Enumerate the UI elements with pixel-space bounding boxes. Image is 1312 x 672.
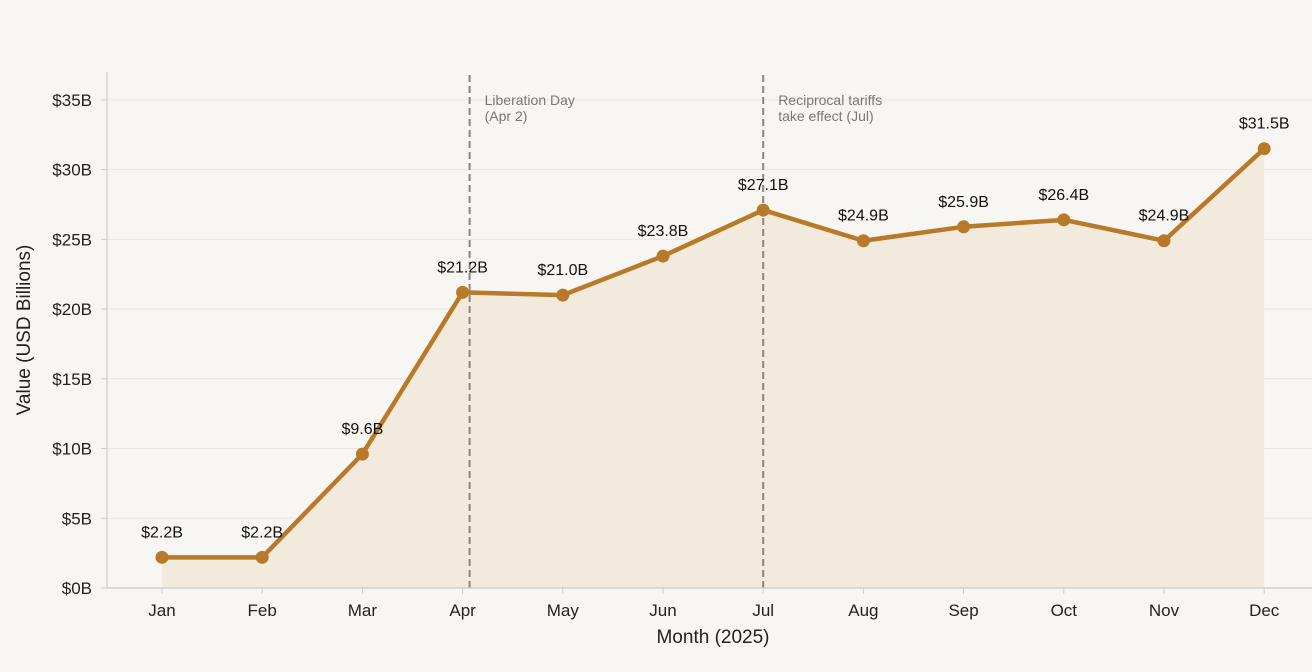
data-label: $9.6B — [341, 421, 383, 438]
data-point — [155, 550, 169, 564]
y-tick-label: $15B — [52, 370, 92, 389]
data-label: $31.5B — [1239, 116, 1290, 133]
data-label: $2.2B — [141, 524, 183, 541]
x-tick-label: Mar — [348, 601, 378, 620]
annotation-text: (Apr 2) — [485, 108, 528, 124]
data-point — [355, 447, 369, 461]
annotations: Liberation Day(Apr 2) Reciprocal tariffst… — [468, 75, 882, 588]
data-labels: $2.2B $2.2B $9.6B $21.2B $21.0B $23.8B $27.1B $… — [141, 116, 1289, 542]
x-tick-label: Jan — [148, 601, 175, 620]
data-point — [556, 288, 570, 302]
data-point — [957, 220, 971, 234]
data-point — [1257, 142, 1271, 156]
data-label: $23.8B — [638, 223, 689, 240]
x-tick-label: Jun — [649, 601, 676, 620]
x-tick-label: Apr — [449, 601, 476, 620]
data-point — [1157, 234, 1171, 248]
y-axis-title: Value (USD Billions) — [14, 245, 35, 416]
data-label: $21.0B — [537, 262, 588, 279]
annotation-text: Liberation Day — [485, 92, 575, 108]
data-label: $21.2B — [437, 259, 488, 276]
y-tick-label: $20B — [52, 300, 92, 319]
y-tick-label: $35B — [52, 91, 92, 110]
data-point — [856, 234, 870, 248]
axes: $0B $5B $10B $15B $20B $25B $30B $35B Jan Feb Mar A… — [52, 72, 1312, 620]
y-tick-label: $25B — [52, 230, 92, 249]
y-tick-label: $5B — [62, 509, 92, 528]
data-label: $27.1B — [738, 177, 789, 194]
y-tick-label: $30B — [52, 161, 92, 180]
data-label: $26.4B — [1038, 187, 1089, 204]
y-tick-label: $0B — [62, 579, 92, 598]
data-label: $24.9B — [1139, 208, 1190, 225]
area-fill — [162, 148, 1265, 588]
data-point — [656, 249, 670, 263]
data-point — [255, 550, 269, 564]
data-point — [756, 203, 770, 217]
x-tick-label: Feb — [248, 601, 277, 620]
annotation-text: take effect (Jul) — [778, 108, 873, 124]
x-axis-title: Month (2025) — [656, 627, 769, 648]
series-line — [159, 146, 1267, 560]
data-label: $2.2B — [241, 524, 283, 541]
x-tick-label: Jul — [752, 601, 774, 620]
x-tick-label: Dec — [1249, 601, 1280, 620]
y-tick-label: $10B — [52, 440, 92, 459]
x-tick-label: Aug — [848, 601, 878, 620]
data-label: $24.9B — [838, 208, 889, 225]
x-tick-label: Oct — [1051, 601, 1078, 620]
data-points — [155, 142, 1271, 564]
data-label: $25.9B — [938, 194, 989, 211]
x-tick-label: Sep — [948, 601, 978, 620]
x-tick-label: May — [547, 601, 580, 620]
annotation-text: Reciprocal tariffs — [778, 92, 882, 108]
data-point — [456, 285, 470, 299]
data-point — [1057, 213, 1071, 227]
x-tick-label: Nov — [1149, 601, 1180, 620]
